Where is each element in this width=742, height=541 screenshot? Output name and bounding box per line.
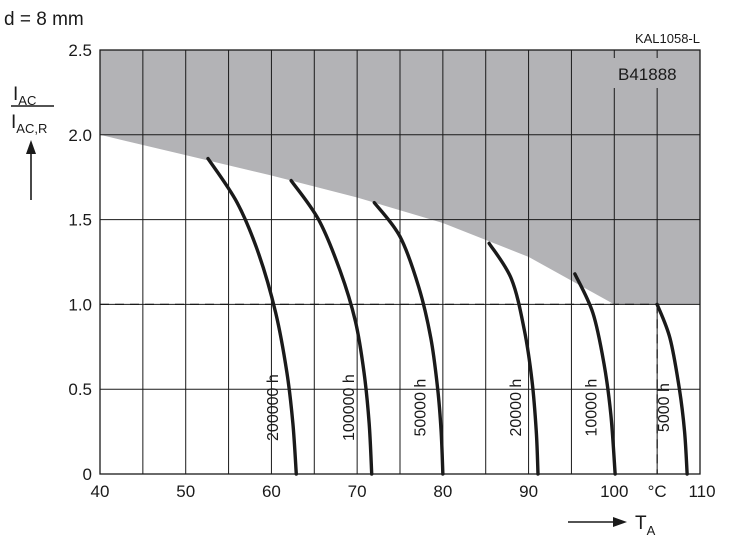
x-tick-label: 40: [91, 482, 110, 501]
y-axis-label-numerator: IAC: [13, 84, 36, 108]
series-line-0: [206, 156, 298, 476]
series-label-2: 50000 h: [413, 379, 430, 437]
x-tick-label: 100: [600, 482, 628, 501]
x-tick-label: 110: [688, 482, 715, 501]
series-line-4: [573, 272, 617, 476]
y-tick-label: 1.5: [68, 211, 92, 230]
x-tick-label: 80: [433, 482, 452, 501]
x-tick-label: 90: [519, 482, 538, 501]
x-axis-label: TA: [635, 513, 656, 538]
series-label-4: 10000 h: [584, 379, 601, 437]
plot-frame: [99, 49, 701, 475]
x-axis-unit: °C: [648, 482, 667, 501]
gridlines-group: [100, 50, 700, 474]
axes-group: 0 0.5 1.0 1.5 2.0 2.5 40 50 60 70 80 90 100 110 °C: [68, 41, 715, 501]
series-line-5: [655, 302, 689, 476]
shaded-region-group: [100, 50, 700, 474]
y-tick-label: 2.0: [68, 126, 92, 145]
shaded-region: [100, 50, 700, 474]
y-tick-label: 1.0: [68, 295, 92, 314]
series-label-0: 200000 h: [265, 374, 282, 441]
x-tick-label: 50: [176, 482, 195, 501]
part-number-box: [612, 58, 700, 88]
part-number: B41888: [618, 65, 677, 84]
series-label-5: 5000 h: [656, 383, 673, 432]
series-group: 200000 h 100000 h 50000 h 20000 h 10000 h 500…: [206, 156, 689, 476]
y-axis-arrow-head: [26, 140, 36, 154]
y-tick-label: 2.5: [68, 41, 92, 60]
series-line-2: [372, 200, 445, 476]
y-tick-label: 0.5: [68, 380, 92, 399]
series-line-3: [487, 241, 540, 476]
series-line-1: [289, 178, 374, 476]
series-label-3: 20000 h: [508, 379, 525, 437]
series-label-1: 100000 h: [341, 374, 358, 441]
figure-code: KAL1058-L: [635, 31, 700, 46]
x-axis-arrow-head: [613, 517, 627, 527]
x-tick-label: 70: [348, 482, 367, 501]
y-tick-label: 0: [83, 465, 92, 484]
diameter-label: d = 8 mm: [4, 9, 84, 30]
x-tick-label: 60: [262, 482, 281, 501]
y-axis-label-denominator: IAC,R: [11, 112, 47, 136]
